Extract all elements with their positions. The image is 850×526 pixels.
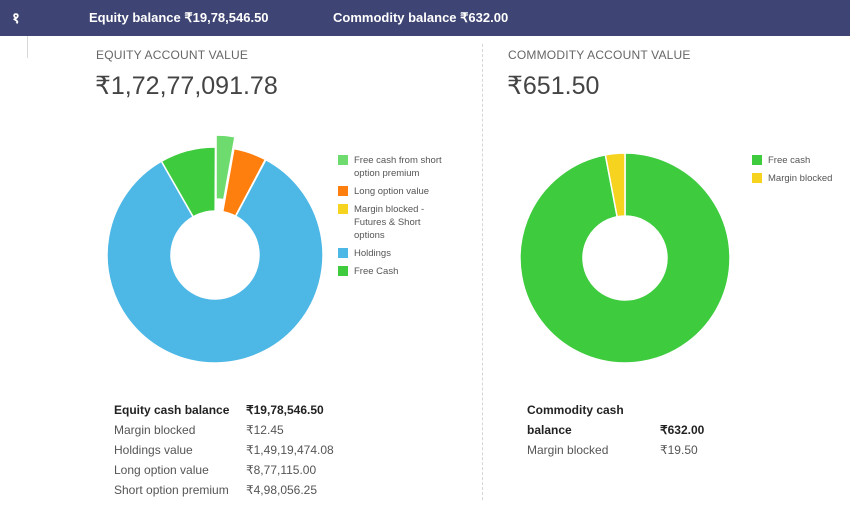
donut-slice-margin-blocked[interactable] xyxy=(604,152,626,218)
section-divider xyxy=(482,44,483,500)
summary-value: ₹4,98,056.25 xyxy=(246,483,318,497)
commodity-summary: Commodity cash balance ₹632.00 Margin bloc… xyxy=(527,400,727,460)
summary-value: ₹632.00 xyxy=(660,423,705,437)
equity-section-label: EQUITY ACCOUNT VALUE xyxy=(96,48,249,62)
summary-label: Short option premium xyxy=(114,483,229,497)
donut-slice-free-cash-from-short-option-premium[interactable] xyxy=(215,134,236,201)
summary-label: Equity cash balance xyxy=(114,403,230,417)
legend-label: Free cash from short option premium xyxy=(354,155,442,179)
summary-label: Margin blocked xyxy=(114,423,196,437)
legend-swatch xyxy=(338,248,348,258)
summary-row-equity-cash-balance: Equity cash balance ₹19,78,546.50 xyxy=(114,400,334,420)
summary-row-holdings-value: Holdings value ₹1,49,19,474.08 xyxy=(114,440,334,460)
commodity-account-value: ₹651.50 xyxy=(507,72,600,100)
summary-value: ₹19,78,546.50 xyxy=(246,403,324,417)
donut-slice-holdings[interactable] xyxy=(106,158,324,364)
donut-slice-free-cash[interactable] xyxy=(160,146,217,218)
equity-chart-legend: Free cash from short option premium Long … xyxy=(338,154,448,283)
equity-summary: Equity cash balance ₹19,78,546.50 Margin b… xyxy=(114,400,334,500)
legend-label: Long option value xyxy=(354,186,430,197)
equity-account-value: ₹1,72,77,091.78 xyxy=(95,72,278,100)
equity-donut-chart xyxy=(106,134,324,364)
legend-item-free-cash[interactable]: Free Cash xyxy=(338,265,448,278)
legend-item-long-option-value[interactable]: Long option value xyxy=(338,185,448,198)
legend-label: Holdings xyxy=(354,248,391,259)
legend-swatch xyxy=(338,155,348,165)
legend-swatch xyxy=(752,173,762,183)
legend-label: Margin blocked - Futures & Short options xyxy=(354,204,425,241)
summary-value: ₹1,49,19,474.08 xyxy=(246,443,334,457)
sidebar-divider xyxy=(27,36,28,58)
legend-item-margin-blocked-futures-short-options[interactable]: Margin blocked - Futures & Short options xyxy=(338,203,448,242)
summary-label: Commodity cash balance xyxy=(527,403,624,437)
summary-value: ₹8,77,115.00 xyxy=(246,463,317,477)
summary-value: ₹12.45 xyxy=(246,423,284,437)
commodity-donut-chart xyxy=(519,152,731,364)
legend-item-free-cash[interactable]: Free cash xyxy=(752,154,848,167)
legend-label: Free Cash xyxy=(354,266,399,277)
equity-balance-link[interactable]: Equity balance ₹19,78,546.50 xyxy=(89,10,269,25)
commodity-section-label: COMMODITY ACCOUNT VALUE xyxy=(508,48,691,62)
legend-item-margin-blocked[interactable]: Margin blocked xyxy=(752,172,848,185)
legend-label: Free cash xyxy=(768,155,811,166)
summary-label: Margin blocked xyxy=(527,443,609,457)
logo-icon[interactable]: १ xyxy=(12,9,20,27)
legend-item-holdings[interactable]: Holdings xyxy=(338,247,448,260)
legend-swatch xyxy=(338,266,348,276)
summary-row-long-option-value: Long option value ₹8,77,115.00 xyxy=(114,460,334,480)
summary-row-margin-blocked: Margin blocked ₹19.50 xyxy=(527,440,727,460)
summary-row-commodity-cash-balance: Commodity cash balance ₹632.00 xyxy=(527,400,727,440)
legend-swatch xyxy=(338,204,348,214)
legend-label: Margin blocked xyxy=(768,173,833,184)
legend-swatch xyxy=(752,155,762,165)
legend-swatch xyxy=(338,186,348,196)
summary-row-margin-blocked: Margin blocked ₹12.45 xyxy=(114,420,334,440)
legend-item-free-cash-from-short-option-premium[interactable]: Free cash from short option premium xyxy=(338,154,448,180)
top-bar: १ Equity balance ₹19,78,546.50 Commodity… xyxy=(0,0,850,36)
summary-row-short-option-premium: Short option premium ₹4,98,056.25 xyxy=(114,480,334,500)
commodity-balance-link[interactable]: Commodity balance ₹632.00 xyxy=(333,10,509,25)
summary-label: Long option value xyxy=(114,463,209,477)
summary-value: ₹19.50 xyxy=(660,443,698,457)
donut-slice-free-cash[interactable] xyxy=(519,152,731,364)
summary-label: Holdings value xyxy=(114,443,193,457)
commodity-chart-legend: Free cash Margin blocked xyxy=(752,154,848,190)
